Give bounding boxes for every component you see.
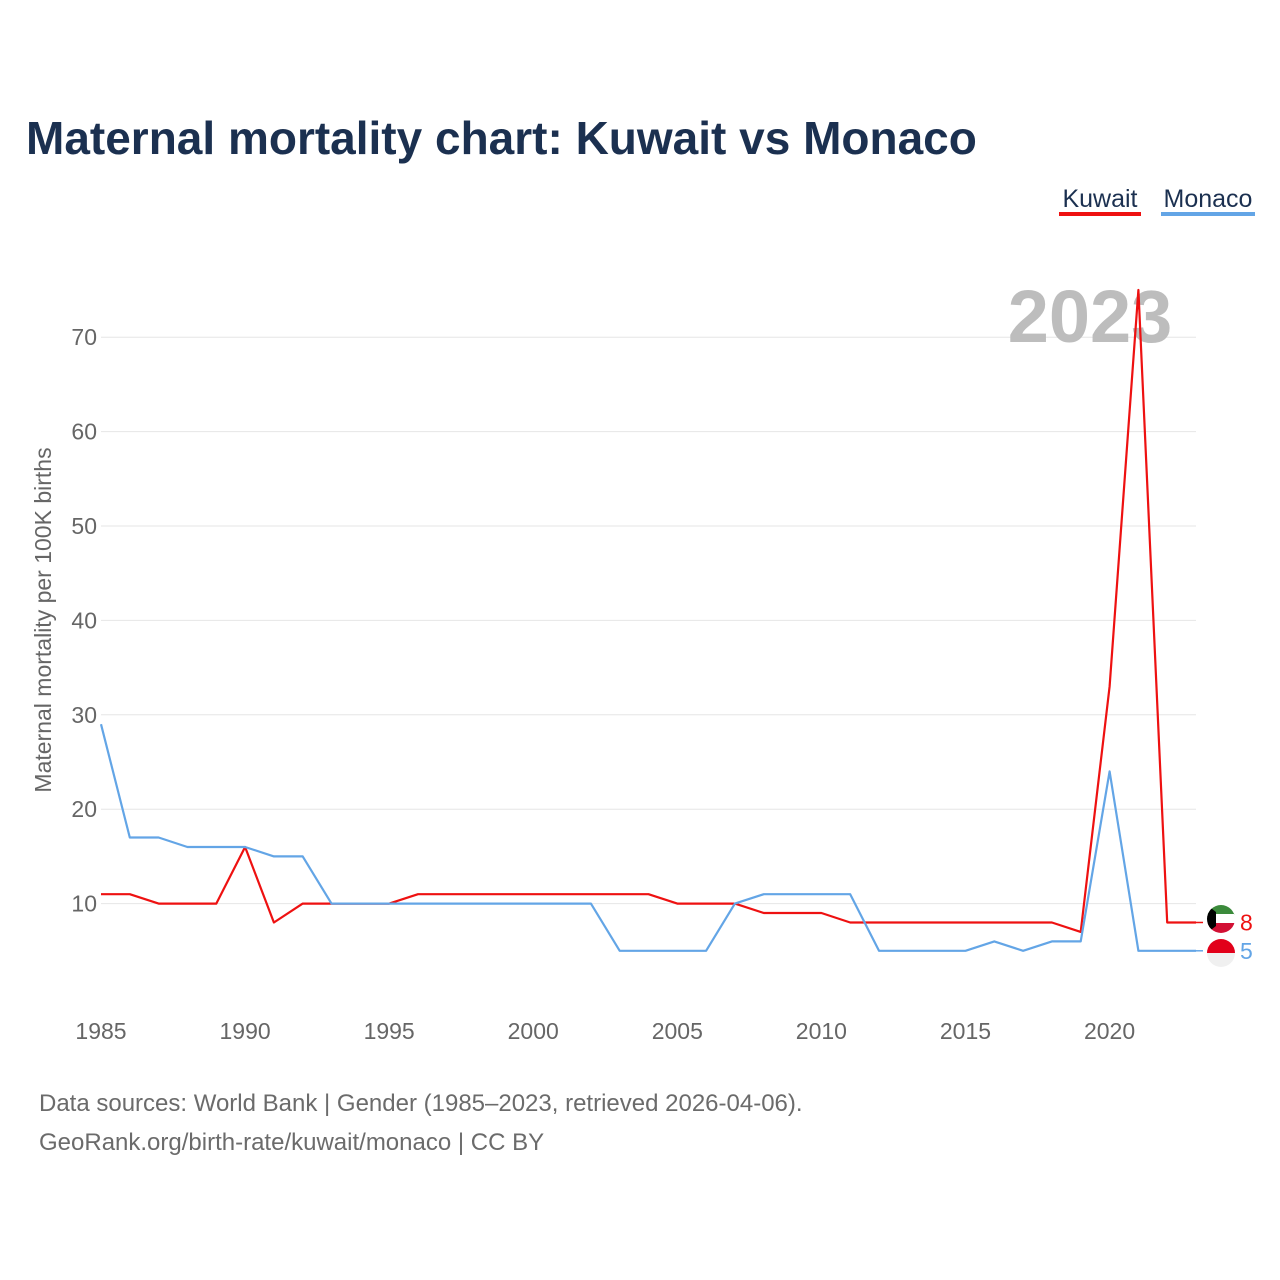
x-tick-label: 2010 [796,1018,847,1044]
chart-title: Maternal mortality chart: Kuwait vs Mona… [26,112,977,164]
x-tick-label: 1995 [364,1018,415,1044]
y-tick-label: 50 [71,513,97,539]
x-tick-label: 1985 [75,1018,126,1044]
y-tick-label: 40 [71,607,97,633]
series-line-monaco [99,723,1196,952]
kuwait-flag [1207,905,1235,933]
y-tick-label: 20 [71,796,97,822]
x-tick-label: 1990 [219,1018,270,1044]
series-lines: 85 [99,288,1253,964]
legend-item-monaco[interactable]: Monaco [1161,185,1255,216]
y-axis-label: Maternal mortality per 100K births [30,447,56,792]
x-axis-ticks: 1985 1990 1995 2000 2005 2010 2015 2020 [75,1018,1135,1044]
legend-label-kuwait: Kuwait [1062,185,1137,213]
legend-label-monaco: Monaco [1164,185,1253,213]
legend-swatch-kuwait [1059,212,1141,216]
monaco-flag [1207,939,1235,967]
y-tick-label: 60 [71,419,97,445]
end-value-label-monaco: 5 [1240,938,1253,964]
footer-source: Data sources: World Bank | Gender (1985–… [39,1090,803,1117]
x-tick-label: 2000 [508,1018,559,1044]
x-tick-label: 2005 [652,1018,703,1044]
legend-item-kuwait[interactable]: Kuwait [1059,185,1141,216]
legend-swatch-monaco [1161,212,1255,216]
y-axis-ticks: 10 20 30 40 50 60 70 [71,324,97,916]
y-tick-label: 10 [71,891,97,917]
end-value-label-kuwait: 8 [1240,909,1253,935]
year-watermark: 2023 [1008,275,1173,358]
x-tick-label: 2020 [1084,1018,1135,1044]
x-tick-label: 2015 [940,1018,991,1044]
footer-credit: GeoRank.org/birth-rate/kuwait/monaco | C… [39,1129,544,1156]
series-line-kuwait [101,288,1196,934]
gridlines [101,336,1196,905]
y-tick-label: 30 [71,702,97,728]
legend: Kuwait Monaco [1059,185,1255,216]
y-tick-label: 70 [71,324,97,350]
